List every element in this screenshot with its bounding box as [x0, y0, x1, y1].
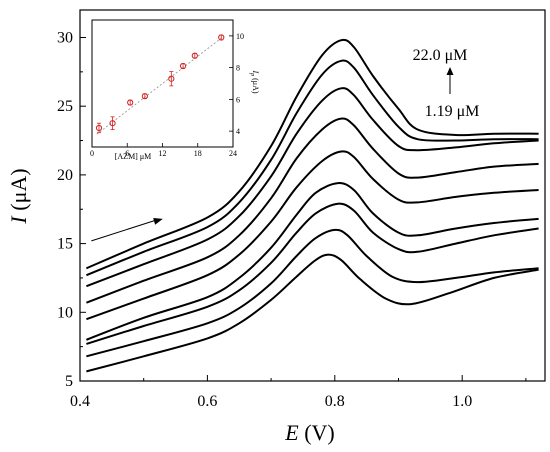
- inset-point: [191, 52, 198, 59]
- voltammogram-curve-2: [86, 228, 539, 358]
- voltammogram-curve-8: [86, 59, 539, 277]
- y-tick-label: 5: [65, 373, 73, 390]
- inset-y-tick-label: 4: [236, 127, 240, 136]
- voltammogram-curve-7: [86, 87, 539, 288]
- y-tick-label: 15: [57, 236, 73, 253]
- inset-y-tick-label: 10: [236, 32, 244, 41]
- voltammogram-curve-6: [86, 117, 539, 304]
- annotation-low-concentration: 1.19 μM: [425, 103, 480, 120]
- inset-x-tick-label: 18: [194, 149, 202, 158]
- y-tick-label: 30: [57, 29, 73, 46]
- main-ticks: 0.4 0.6 0.8 1.0 5 10 15 20 25 30: [57, 29, 527, 410]
- inset-point: [179, 62, 187, 70]
- voltammogram-curve-9: [86, 38, 539, 270]
- inset-x-tick-label: 6: [125, 149, 129, 158]
- inset-y-tick-label: 6: [236, 95, 240, 104]
- y-tick-label: 10: [57, 304, 73, 321]
- inset-x-axis-title: [AZM] μM: [115, 152, 152, 161]
- scan-arrow-shaft: [91, 219, 157, 242]
- main-curves: [86, 38, 539, 373]
- x-tick-label: 0.8: [325, 393, 345, 410]
- inset-background: [92, 20, 233, 147]
- main-plot-frame: [79, 9, 546, 382]
- inset-fit: [96, 35, 225, 135]
- inset-y-tick-label: 8: [236, 64, 240, 73]
- inset-x-tick-label: 0: [90, 149, 94, 158]
- x-axis-title: E (V): [284, 420, 335, 445]
- inset-x-tick-label: 12: [159, 149, 167, 158]
- voltammogram-curve-5: [86, 150, 539, 321]
- voltammogram-curve-4: [86, 182, 539, 341]
- scan-direction-arrow: [91, 217, 163, 242]
- voltammogram-curve-3: [86, 202, 539, 345]
- inset-point: [95, 124, 103, 132]
- annotation-arrow-head: [446, 67, 454, 75]
- x-tick-label: 0.4: [70, 393, 90, 410]
- y-axis-title: I (μA): [6, 168, 31, 224]
- inset-point: [109, 120, 116, 127]
- annotation-high-concentration: 22.0 μM: [413, 47, 468, 64]
- inset-point: [218, 34, 225, 41]
- inset-point: [168, 75, 175, 82]
- y-tick-label: 25: [57, 98, 73, 115]
- inset-ticks: 0 6 12 18 24 4 6 8 10: [90, 32, 244, 158]
- inset-fit-line: [96, 35, 225, 135]
- inset-x-tick-label: 24: [229, 149, 237, 158]
- x-tick-label: 0.6: [197, 393, 217, 410]
- voltammogram-curve-1: [86, 253, 539, 373]
- inset-y-axis-title: Ip (μA): [249, 69, 260, 93]
- x-tick-label: 1.0: [452, 393, 472, 410]
- inset-points: [95, 34, 225, 134]
- inset-point: [141, 93, 148, 100]
- scan-arrow-head: [153, 217, 163, 225]
- inset-point: [127, 99, 134, 106]
- y-tick-label: 20: [57, 167, 73, 184]
